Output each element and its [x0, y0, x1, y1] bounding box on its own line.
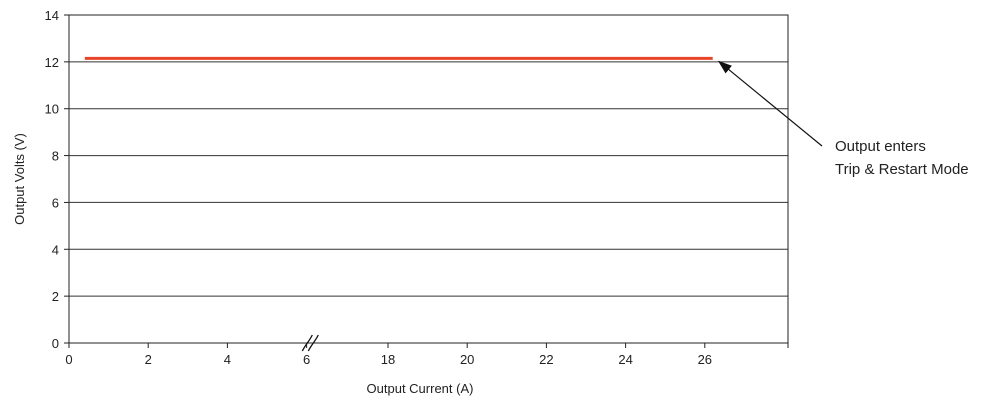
x-axis-ticks: 0 2 4 6 18 20 22 24 26 [65, 343, 789, 367]
annotation-line-2: Trip & Restart Mode [835, 161, 969, 178]
x-tick-label: 18 [381, 352, 395, 367]
y-tick-label: 8 [52, 149, 59, 164]
y-tick-label: 4 [52, 242, 59, 257]
x-tick-label: 0 [65, 352, 72, 367]
x-tick-label: 4 [224, 352, 231, 367]
y-tick-label: 0 [52, 336, 59, 351]
y-tick-label: 14 [45, 8, 59, 23]
axis-break-stroke [301, 334, 313, 352]
x-tick-label: 6 [303, 352, 310, 367]
y-tick-label: 2 [52, 289, 59, 304]
y-axis-ticks: 0 2 4 6 8 10 12 14 [45, 8, 69, 351]
x-axis-label: Output Current (A) [367, 381, 474, 396]
x-tick-label: 24 [618, 352, 632, 367]
annotation-line-1: Output enters [835, 138, 926, 155]
annotation-arrow [717, 60, 823, 147]
x-tick-label: 26 [698, 352, 712, 367]
axis-break-stroke [307, 334, 319, 352]
y-tick-label: 10 [45, 102, 59, 117]
x-tick-label: 2 [145, 352, 152, 367]
plot-area-frame [68, 14, 789, 344]
x-tick-label: 20 [460, 352, 474, 367]
y-axis-label: Output Volts (V) [12, 133, 27, 225]
x-tick-label: 22 [539, 352, 553, 367]
gridlines [69, 61, 788, 297]
y-tick-label: 6 [52, 195, 59, 210]
axis-break-mark [301, 334, 319, 352]
y-tick-label: 12 [45, 55, 59, 70]
